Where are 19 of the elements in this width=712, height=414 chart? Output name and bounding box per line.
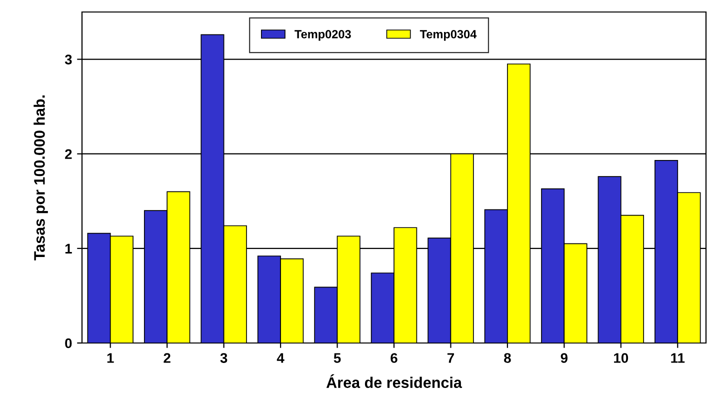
x-tick-label: 2: [164, 353, 170, 363]
x-tick-label: 11: [671, 353, 685, 363]
x-tick-label: 3: [220, 353, 228, 363]
y-tick-label: 1: [65, 244, 72, 254]
legend-label: Temp0304: [420, 30, 477, 41]
x-tick-label: 4: [276, 353, 284, 363]
legend-label: Temp0203: [294, 30, 351, 41]
y-axis-title: Tasas por 100.000 hab.: [34, 95, 48, 260]
x-tick-label: 6: [390, 353, 398, 363]
y-tick-label: 2: [65, 149, 72, 159]
x-tick-label: 8: [504, 353, 511, 363]
y-tick-label: 3: [64, 54, 72, 64]
x-tick-label: 5: [334, 353, 341, 363]
x-tick-label: 9: [560, 353, 568, 363]
y-tick-label: 0: [65, 338, 72, 348]
x-tick-label: 1: [107, 353, 114, 363]
x-tick-label: 10: [614, 353, 628, 363]
x-axis-title: Área de residencia: [326, 374, 462, 388]
x-tick-label: 7: [447, 353, 454, 363]
